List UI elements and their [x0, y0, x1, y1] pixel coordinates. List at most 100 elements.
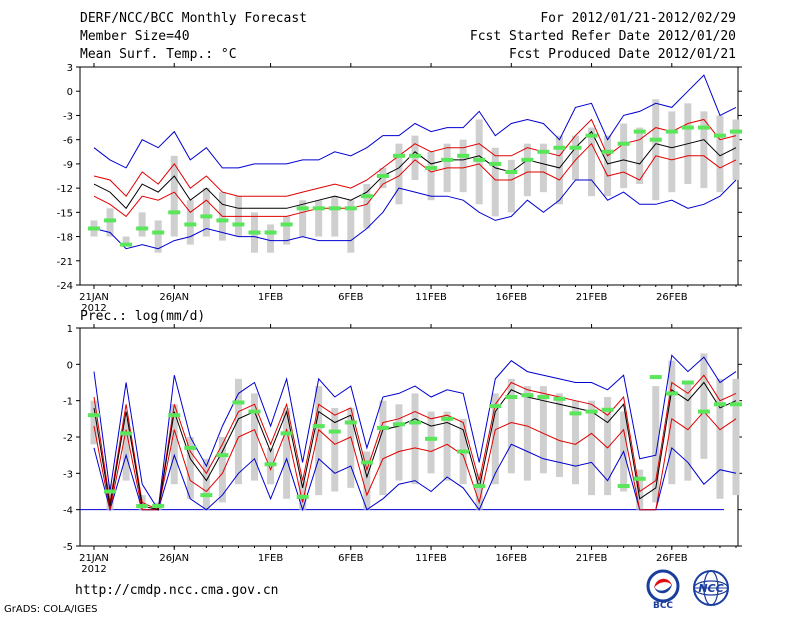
forecast-period: For 2012/01/21-2012/02/29 — [540, 11, 736, 26]
observation-marker — [104, 218, 117, 223]
observation-marker — [264, 230, 277, 235]
observation-marker — [376, 425, 389, 430]
observation-marker — [216, 453, 229, 458]
spread-box — [700, 111, 708, 189]
spread-box — [507, 378, 515, 474]
observation-marker — [441, 416, 454, 421]
observation-marker — [681, 125, 694, 130]
observation-marker — [585, 409, 598, 414]
y-tick-label: -9 — [63, 160, 73, 171]
spread-box — [427, 151, 435, 201]
observation-marker — [697, 125, 710, 130]
observation-marker — [617, 141, 630, 146]
spread-box — [588, 127, 596, 197]
y-tick-label: -24 — [57, 281, 73, 292]
observation-marker — [328, 429, 341, 434]
x-tick-label: 6FEB — [338, 292, 363, 303]
spread-box — [315, 386, 323, 496]
x-tick-label: 26FEB — [656, 292, 688, 303]
spread-box — [411, 393, 419, 485]
observation-marker — [457, 153, 470, 158]
observation-marker — [409, 420, 421, 425]
spread-box — [138, 212, 146, 237]
observation-marker — [248, 409, 261, 414]
observation-marker — [425, 436, 438, 441]
observation-marker — [489, 161, 502, 166]
spread-box — [154, 220, 162, 253]
spread-box — [443, 411, 451, 481]
x-tick-label: 26FEB — [656, 553, 688, 564]
ensemble-mean-line — [93, 381, 737, 511]
spread-box — [459, 139, 467, 193]
spread-box — [652, 386, 660, 503]
ensemble-min-line — [93, 179, 737, 250]
observation-marker — [521, 393, 534, 398]
observation-marker — [136, 226, 149, 231]
spread-box — [539, 143, 547, 193]
observation-marker — [280, 431, 293, 436]
observation-marker — [473, 157, 486, 162]
spread-box — [604, 135, 612, 197]
spread-box — [283, 407, 291, 499]
spread-box — [475, 119, 483, 205]
forecast-title: DERF/NCC/BCC Monthly Forecast — [80, 11, 307, 26]
spread-box — [491, 147, 499, 217]
x-tick-label: 26JAN — [159, 292, 189, 303]
spread-box — [395, 143, 403, 205]
observation-marker — [553, 145, 566, 150]
spread-box — [186, 437, 194, 499]
observation-marker — [328, 206, 341, 211]
observation-marker — [489, 404, 502, 409]
observation-marker — [344, 206, 357, 211]
ncc-logo-label: NCC — [698, 582, 723, 595]
spread-box — [491, 393, 499, 485]
observation-marker — [296, 206, 309, 211]
spread-box — [202, 458, 210, 510]
observation-marker — [505, 395, 518, 400]
spread-box — [523, 386, 531, 481]
observation-marker — [376, 174, 389, 178]
spread-box — [539, 386, 547, 474]
spread-box — [218, 437, 226, 503]
observation-marker — [569, 411, 582, 416]
x-tick-label: 21FEB — [576, 553, 608, 564]
spread-box — [652, 99, 660, 201]
spread-box — [507, 159, 515, 213]
spread-box — [523, 143, 531, 197]
x-tick-label: 1FEB — [258, 553, 283, 564]
x-tick-label: 11FEB — [415, 553, 447, 564]
spread-box — [636, 127, 644, 185]
observation-marker — [232, 222, 245, 227]
observation-marker — [184, 222, 197, 227]
observation-marker — [296, 494, 309, 499]
spread-box — [411, 135, 419, 181]
observation-marker — [441, 157, 454, 162]
observation-marker — [216, 218, 229, 223]
y-tick-label: -6 — [63, 136, 73, 147]
spread-box — [572, 400, 579, 485]
spread-box — [668, 360, 676, 485]
spread-box — [122, 418, 130, 481]
y-tick-label: -15 — [57, 208, 73, 219]
x-tick-label: 1FEB — [258, 292, 283, 303]
observation-marker — [200, 214, 213, 219]
precip-variable-label: Prec.: log(mm/d) — [80, 309, 206, 324]
observation-marker — [200, 493, 213, 498]
observation-marker — [505, 169, 518, 174]
spread-box — [170, 404, 178, 485]
spread-box — [331, 196, 339, 237]
x-tick-label: 21JAN — [79, 292, 109, 303]
observation-marker — [136, 504, 149, 509]
spread-box — [315, 200, 323, 237]
observation-marker — [473, 484, 486, 489]
spread-box — [186, 200, 194, 245]
observation-marker — [88, 226, 100, 231]
spread-box — [347, 200, 355, 253]
member-size: Member Size=40 — [80, 29, 190, 44]
spread-box — [331, 407, 339, 492]
variable-label: Mean Surf. Temp.: °C — [80, 47, 237, 62]
observation-marker — [601, 407, 614, 412]
spread-box — [122, 236, 130, 245]
ensemble-p90-line — [93, 374, 737, 511]
observation-marker — [409, 153, 421, 158]
